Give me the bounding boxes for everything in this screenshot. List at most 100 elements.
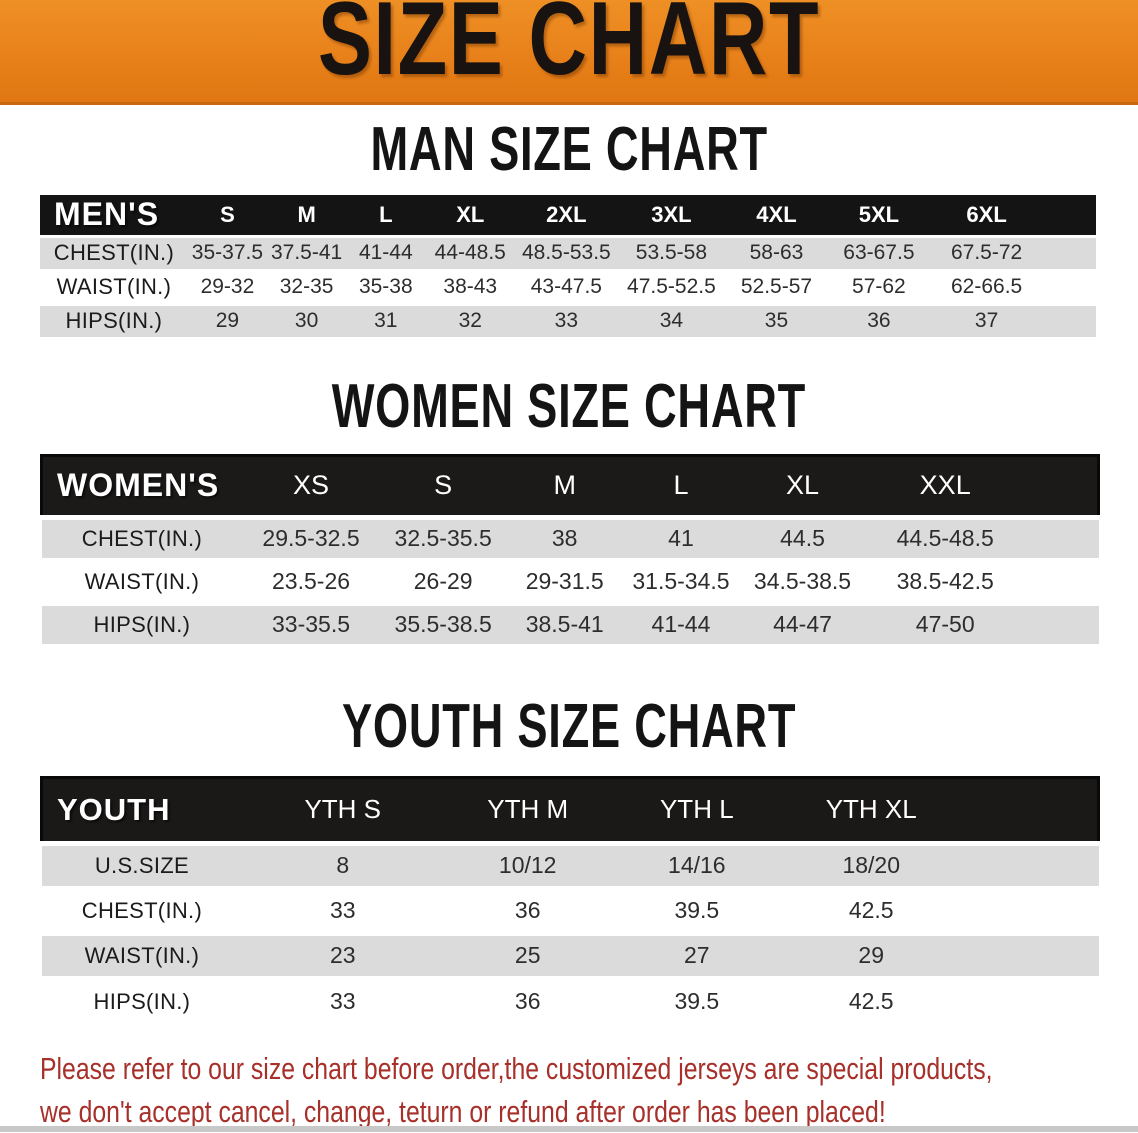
column-header-cell: S	[379, 453, 507, 519]
pad-cell	[961, 888, 1099, 933]
value-cell: 23	[242, 930, 444, 981]
section-heading: WOMEN SIZE CHART	[0, 375, 1138, 437]
column-header-cell: XL	[425, 195, 516, 236]
value-cell: 44.5-48.5	[865, 514, 1025, 563]
column-header-cell: S	[187, 195, 268, 236]
value-cell: 39.5	[612, 978, 782, 1023]
value-cell: 36	[827, 302, 931, 340]
pad-cell	[961, 930, 1099, 981]
pad-cell	[1024, 453, 1101, 519]
notice-line-2: we don't accept cancel, change, teturn o…	[40, 1090, 1138, 1133]
pad-cell	[961, 775, 1101, 845]
value-cell: 42.5	[781, 888, 962, 933]
value-cell: 35.5-38.5	[379, 600, 507, 649]
value-cell: 41-44	[346, 234, 426, 272]
row-label-cell: WAIST(IN.)	[40, 270, 188, 304]
value-cell: 35	[725, 302, 828, 340]
pad-cell	[1024, 600, 1099, 649]
row-label-cell: HIPS(IN.)	[41, 600, 243, 649]
pad-cell	[961, 840, 1099, 891]
notice-line-1-text: Please refer to our size chart before or…	[40, 1051, 993, 1086]
value-cell: 58-63	[725, 234, 828, 272]
column-header-cell: 6XL	[930, 195, 1044, 236]
value-cell: 8	[242, 840, 444, 891]
row-label-cell: CHEST(IN.)	[41, 514, 243, 563]
column-header-cell: YTH XL	[781, 775, 962, 845]
column-header-cell: L	[622, 453, 740, 519]
value-cell: 47-50	[865, 600, 1025, 649]
value-cell: 27	[612, 930, 782, 981]
value-cell: 10/12	[443, 840, 613, 891]
value-cell: 39.5	[612, 888, 782, 933]
size-chart-sections: MAN SIZE CHART MEN'S S M L XL 2XL 3XL 4XL 5XL 6XL C…	[0, 119, 1138, 1023]
value-cell: 67.5-72	[930, 234, 1044, 272]
value-cell: 35-38	[346, 270, 426, 304]
column-header-cell: 4XL	[725, 195, 828, 236]
column-header-cell: M	[506, 453, 623, 519]
pad-cell	[1043, 234, 1096, 272]
men-section: MAN SIZE CHART MEN'S S M L XL 2XL 3XL 4XL 5XL 6XL C…	[0, 119, 1138, 340]
section-heading: MAN SIZE CHART	[0, 119, 1138, 181]
value-cell: 47.5-52.5	[617, 270, 726, 304]
header-row: MEN'S S M L XL 2XL 3XL 4XL 5XL 6XL	[40, 195, 1096, 236]
value-cell: 26-29	[379, 560, 507, 603]
value-cell: 36	[443, 888, 613, 933]
value-cell: 44-48.5	[425, 234, 516, 272]
value-cell: 44-47	[739, 600, 866, 649]
value-cell: 48.5-53.5	[515, 234, 618, 272]
row-label-cell: HIPS(IN.)	[41, 978, 243, 1023]
value-cell: 29	[781, 930, 962, 981]
row-label-cell: WAIST(IN.)	[41, 560, 243, 603]
value-cell: 30	[267, 302, 347, 340]
value-cell: 63-67.5	[827, 234, 931, 272]
section-heading: YOUTH SIZE CHART	[0, 695, 1138, 757]
row-label-cell: CHEST(IN.)	[41, 888, 243, 933]
value-cell: 31.5-34.5	[622, 560, 740, 603]
table-row: HIPS(IN.) 33-35.5 35.5-38.5 38.5-41 41-44 44-…	[41, 600, 1099, 649]
value-cell: 33-35.5	[242, 600, 380, 649]
group-label-cell: WOMEN'S	[40, 453, 243, 519]
value-cell: 33	[515, 302, 618, 340]
column-header-cell: 3XL	[617, 195, 726, 236]
column-header-cell: YTH M	[443, 775, 613, 845]
column-header-cell: XL	[739, 453, 866, 519]
women-section: WOMEN SIZE CHART WOMEN'S XS S M L XL XXL CHEST(I…	[0, 375, 1138, 649]
youth-size-table: YOUTH YTH S YTH M YTH L YTH XL U.S.SIZE 8 10/12…	[40, 775, 1101, 1023]
column-header-cell: XS	[242, 453, 380, 519]
value-cell: 29	[187, 302, 268, 340]
notice-line-1: Please refer to our size chart before or…	[40, 1047, 1138, 1090]
value-cell: 44.5	[739, 514, 866, 563]
value-cell: 38-43	[425, 270, 516, 304]
value-cell: 32-35	[267, 270, 347, 304]
table-row: U.S.SIZE 8 10/12 14/16 18/20	[41, 840, 1099, 891]
footer-notice: Please refer to our size chart before or…	[40, 1047, 1138, 1133]
value-cell: 38	[506, 514, 623, 563]
table-row: HIPS(IN.) 33 36 39.5 42.5	[41, 978, 1099, 1023]
women-size-table: WOMEN'S XS S M L XL XXL CHEST(IN.) 29.5-32.5 32.5…	[40, 453, 1101, 649]
men-size-table: MEN'S S M L XL 2XL 3XL 4XL 5XL 6XL CHEST(IN.) 35-37…	[40, 195, 1096, 340]
value-cell: 29-31.5	[506, 560, 623, 603]
value-cell: 18/20	[781, 840, 962, 891]
table-row: WAIST(IN.) 23.5-26 26-29 29-31.5 31.5-34.5 34…	[41, 560, 1099, 603]
banner: SIZE CHART	[0, 0, 1138, 105]
header-row: YOUTH YTH S YTH M YTH L YTH XL	[40, 775, 1101, 845]
table-row: WAIST(IN.) 29-32 32-35 35-38 38-43 43-47.5 47.…	[40, 270, 1096, 304]
column-header-cell: YTH L	[612, 775, 782, 845]
table-row: HIPS(IN.) 29 30 31 32 33 34 35 36 37	[40, 302, 1096, 340]
page-title: SIZE CHART	[247, 0, 891, 116]
value-cell: 32.5-35.5	[379, 514, 507, 563]
column-header-cell: XXL	[865, 453, 1025, 519]
row-label-cell: WAIST(IN.)	[41, 930, 243, 981]
pad-cell	[961, 978, 1099, 1023]
column-header-cell: M	[267, 195, 347, 236]
table-row: WAIST(IN.) 23 25 27 29	[41, 930, 1099, 981]
notice-line-2-text: we don't accept cancel, change, teturn o…	[40, 1094, 886, 1129]
table-row: CHEST(IN.) 29.5-32.5 32.5-35.5 38 41 44.5 44.5…	[41, 514, 1099, 563]
pad-cell	[1043, 195, 1096, 236]
row-label-cell: HIPS(IN.)	[40, 302, 188, 340]
value-cell: 41-44	[622, 600, 740, 649]
value-cell: 38.5-41	[506, 600, 623, 649]
pad-cell	[1024, 560, 1099, 603]
value-cell: 31	[346, 302, 426, 340]
header-row: WOMEN'S XS S M L XL XXL	[40, 453, 1101, 519]
